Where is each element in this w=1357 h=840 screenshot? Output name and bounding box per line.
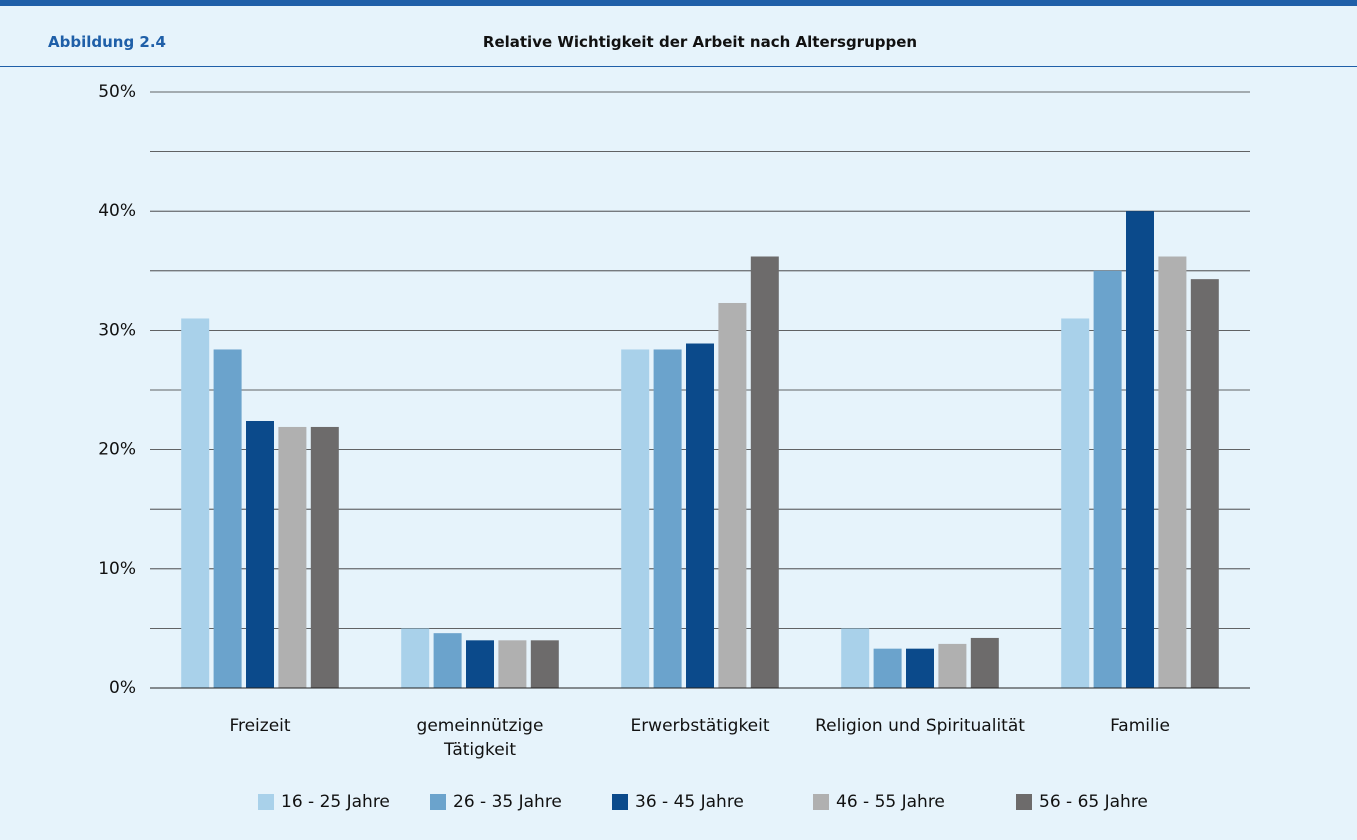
- bar: [750, 256, 779, 688]
- legend-swatch: [612, 794, 628, 810]
- bar: [246, 420, 274, 688]
- y-tick-label: 20%: [98, 440, 136, 460]
- x-tick-label: Familie: [1110, 716, 1170, 736]
- x-tick-label: Religion und Spiritualität: [815, 716, 1025, 736]
- bar: [1158, 256, 1187, 688]
- x-tick-label: Erwerbstätigkeit: [630, 716, 770, 736]
- header-rule: [0, 66, 1357, 67]
- bar: [906, 648, 934, 688]
- top-bar: [0, 0, 1357, 6]
- legend-label: 26 - 35 Jahre: [453, 792, 562, 812]
- bar: [873, 648, 902, 688]
- y-tick-label: 30%: [98, 320, 136, 340]
- legend-swatch: [258, 794, 274, 810]
- bar: [1061, 318, 1090, 688]
- legend-swatch: [430, 794, 446, 810]
- y-tick-label: 50%: [98, 82, 136, 102]
- bar: [466, 640, 494, 688]
- legend-label: 46 - 55 Jahre: [836, 792, 945, 812]
- x-tick-label: Freizeit: [229, 716, 291, 736]
- bar: [433, 633, 462, 688]
- legend-label: 56 - 65 Jahre: [1039, 792, 1148, 812]
- legend-swatch: [1016, 794, 1032, 810]
- bar: [530, 640, 559, 688]
- bar: [310, 426, 339, 688]
- chart-title: Relative Wichtigkeit der Arbeit nach Alt…: [482, 33, 918, 51]
- bar: [841, 628, 870, 688]
- bar: [181, 318, 210, 688]
- figure-label: Abbildung 2.4: [48, 33, 166, 51]
- y-tick-label: 0%: [109, 678, 136, 698]
- bar: [213, 349, 242, 688]
- bar: [621, 349, 650, 688]
- bar: [938, 643, 967, 688]
- bar: [970, 637, 999, 688]
- bar: [718, 302, 747, 688]
- bar: [686, 343, 714, 688]
- bar: [278, 426, 307, 688]
- bar: [1093, 270, 1122, 688]
- legend-label: 16 - 25 Jahre: [281, 792, 390, 812]
- legend-swatch: [813, 794, 829, 810]
- legend-label: 36 - 45 Jahre: [635, 792, 744, 812]
- bar: [498, 640, 527, 688]
- y-tick-label: 40%: [98, 201, 136, 221]
- bar: [1190, 279, 1219, 688]
- x-tick-label: gemeinnützige Tätigkeit: [416, 716, 544, 760]
- bar: [401, 628, 430, 688]
- bar: [653, 349, 682, 688]
- y-tick-label: 10%: [98, 559, 136, 579]
- bar: [1126, 211, 1154, 688]
